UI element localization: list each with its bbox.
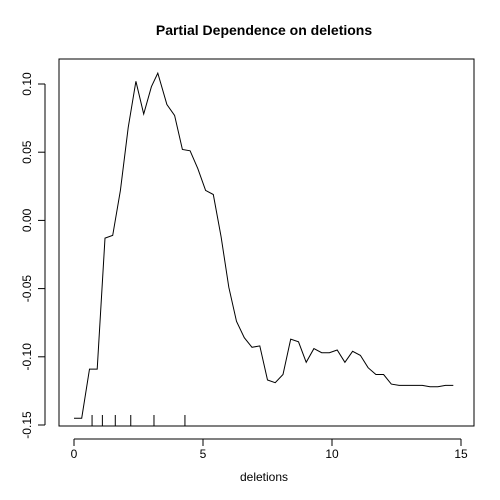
x-tick-label: 5	[200, 447, 207, 461]
x-tick-label: 10	[325, 447, 339, 461]
x-tick-label: 0	[71, 447, 78, 461]
plot-frame	[58, 58, 475, 427]
y-tick-label: 0.05	[20, 140, 34, 164]
x-axis-label: deletions	[240, 470, 288, 484]
y-tick-label: -0.05	[20, 275, 34, 303]
chart-title: Partial Dependence on deletions	[156, 22, 372, 38]
y-tick-label: -0.10	[20, 343, 34, 371]
series-line	[74, 71, 454, 419]
x-axis-ticks: 0 5 10 15	[71, 439, 468, 461]
rug-marks	[91, 415, 186, 426]
y-tick-label: -0.15	[20, 411, 34, 439]
y-axis-ticks: -0.15 -0.10 -0.05 0.00 0.05 0.10	[20, 72, 45, 439]
x-tick-label: 15	[454, 447, 468, 461]
y-tick-label: 0.10	[20, 72, 34, 96]
y-tick-label: 0.00	[20, 208, 34, 232]
